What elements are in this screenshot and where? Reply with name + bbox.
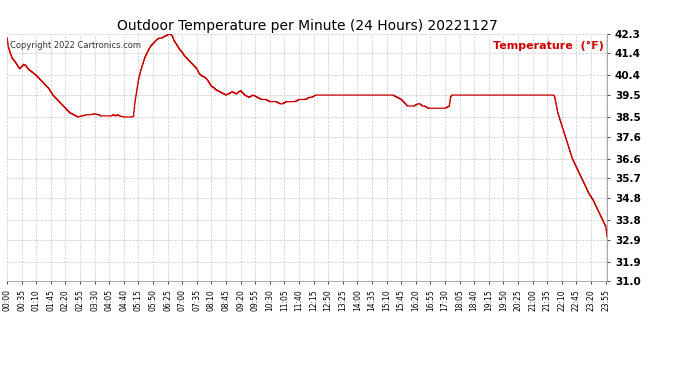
- Title: Outdoor Temperature per Minute (24 Hours) 20221127: Outdoor Temperature per Minute (24 Hours…: [117, 19, 497, 33]
- Text: Temperature  (°F): Temperature (°F): [493, 41, 604, 51]
- Text: Copyright 2022 Cartronics.com: Copyright 2022 Cartronics.com: [10, 41, 141, 50]
